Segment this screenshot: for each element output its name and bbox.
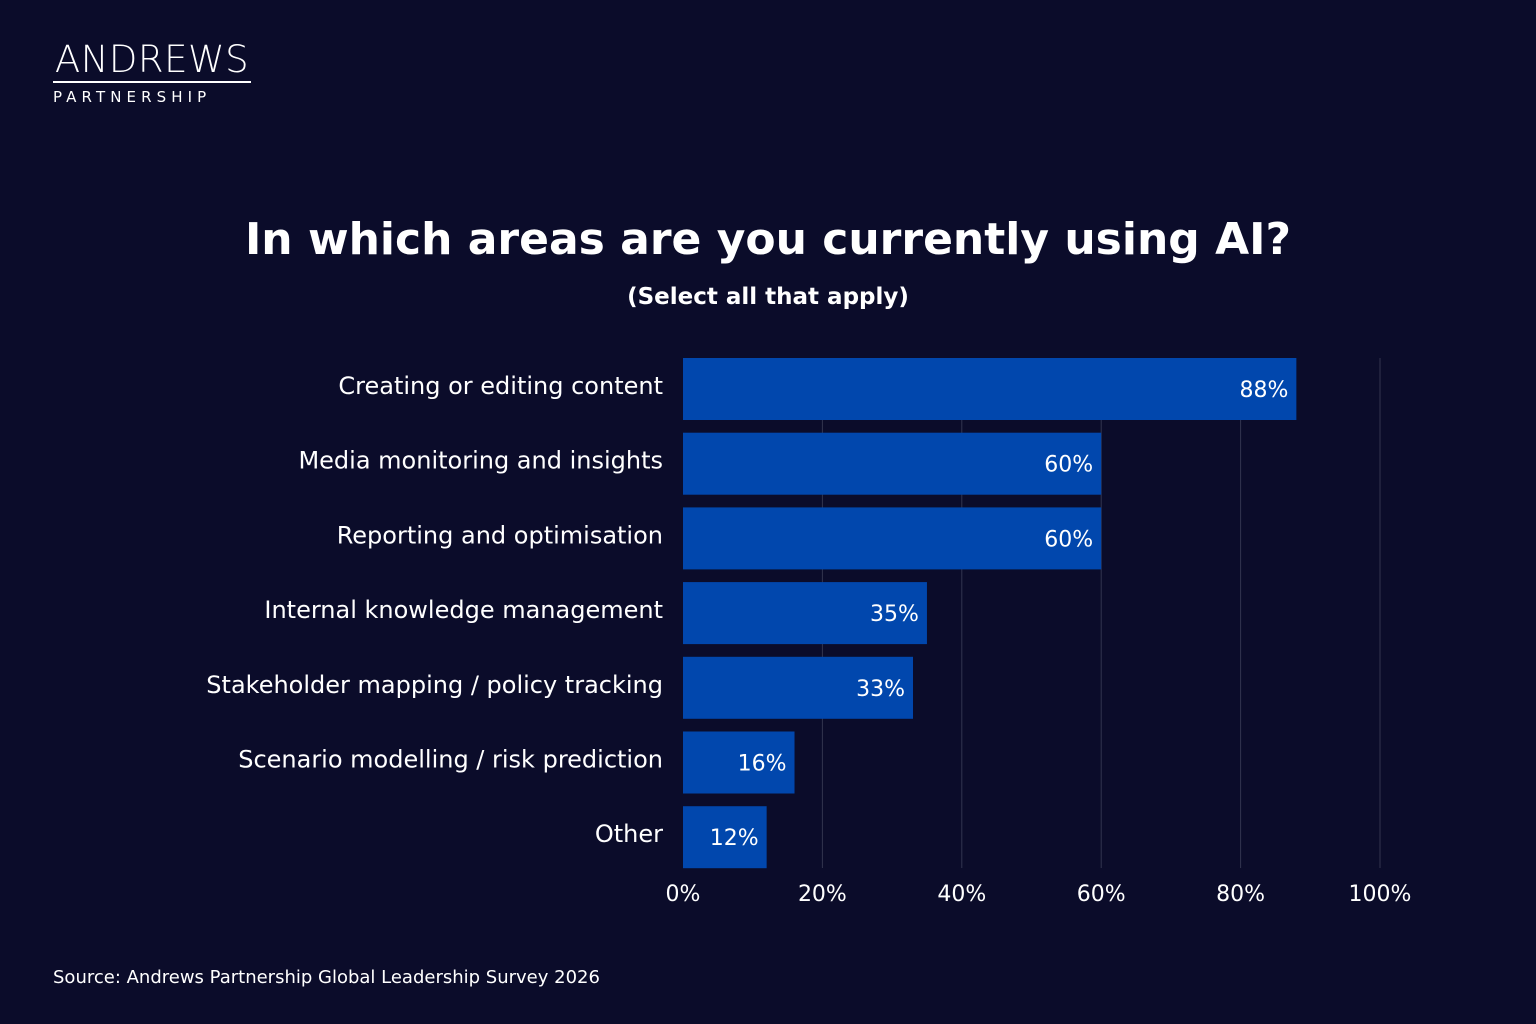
category-labels: Creating or editing content Media monitor… xyxy=(206,372,663,848)
bar-value-label: 88% xyxy=(1239,378,1288,403)
x-tick-label: 80% xyxy=(1216,882,1265,907)
bar-value-label: 33% xyxy=(856,677,905,702)
x-tick-label: 20% xyxy=(798,882,847,907)
bar xyxy=(683,582,927,645)
x-tick-label: 100% xyxy=(1349,882,1412,907)
bars: 88% 60% 60% 35% 33% 16% 12% xyxy=(683,358,1297,869)
bar xyxy=(683,432,1102,495)
category-label: Scenario modelling / risk prediction xyxy=(238,746,663,774)
bar xyxy=(683,507,1102,570)
bar xyxy=(683,656,914,719)
company-logo: ANDREWS PARTNERSHIP xyxy=(53,40,251,105)
bar-value-label: 12% xyxy=(710,826,759,851)
bar xyxy=(683,731,795,794)
bar-value-label: 16% xyxy=(738,752,787,777)
source-note: Source: Andrews Partnership Global Leade… xyxy=(53,967,600,988)
category-label: Other xyxy=(595,820,663,848)
bar-value-label: 60% xyxy=(1044,527,1093,552)
category-label: Internal knowledge management xyxy=(264,596,663,624)
bar-value-label: 60% xyxy=(1044,453,1093,478)
category-label: Stakeholder mapping / policy tracking xyxy=(206,671,663,699)
bar xyxy=(683,806,767,869)
category-label: Creating or editing content xyxy=(338,372,663,400)
category-label: Media monitoring and insights xyxy=(298,447,663,475)
x-tick-label: 40% xyxy=(937,882,986,907)
bar xyxy=(683,358,1297,420)
x-tick-label: 0% xyxy=(666,882,701,907)
logo-divider xyxy=(53,81,251,83)
bar-value-label: 35% xyxy=(870,602,919,627)
chart-title: In which areas are you currently using A… xyxy=(244,214,1292,265)
x-tick-label: 60% xyxy=(1077,882,1126,907)
x-axis-ticks: 0% 20% 40% 60% 80% 100% xyxy=(666,882,1412,907)
logo-wordmark: ANDREWS xyxy=(54,38,250,81)
chart-subtitle: (Select all that apply) xyxy=(627,284,909,310)
logo-subtitle: PARTNERSHIP xyxy=(53,87,212,106)
category-label: Reporting and optimisation xyxy=(337,521,663,549)
